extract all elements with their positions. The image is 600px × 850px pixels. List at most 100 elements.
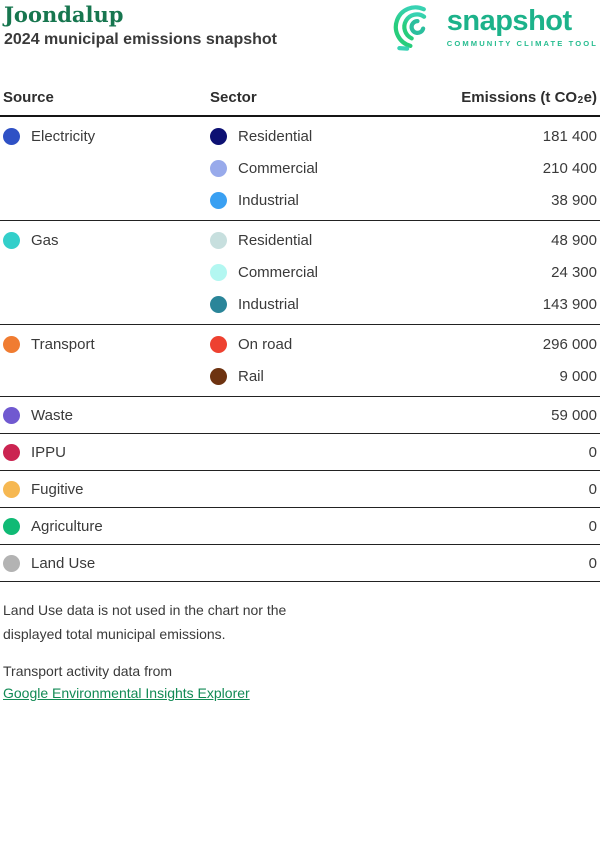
sector-label: Commercial xyxy=(238,264,319,281)
sector-label: Commercial xyxy=(238,160,319,177)
page-title: Joondalup xyxy=(4,2,124,27)
source-color-dot xyxy=(3,517,20,535)
sector-label: Industrial xyxy=(238,296,299,313)
source-cell: Gas xyxy=(0,232,210,249)
sector-label: Residential xyxy=(238,232,313,249)
column-header-emissions: Emissions (t CO 2 e) xyxy=(425,89,600,106)
source-color-dot xyxy=(3,443,20,461)
source-color-dot xyxy=(3,232,20,249)
sector-cell: Commercial xyxy=(210,160,425,177)
source-cell: IPPU xyxy=(0,443,210,461)
table-header-row: Source Sector Emissions (t CO 2 e) xyxy=(0,59,600,117)
source-color-dot xyxy=(3,406,20,424)
source-section: Transport On road 296 000 Rail 9 000 xyxy=(0,325,600,397)
sector-color-dot xyxy=(210,232,227,249)
table-row: Gas Residential 48 900 xyxy=(0,225,600,257)
table-row: Commercial 210 400 xyxy=(0,153,600,185)
sector-cell: On road xyxy=(210,336,425,353)
emissions-value: 0 xyxy=(588,554,597,572)
transport-data-credit: Transport activity data from xyxy=(3,663,173,679)
emissions-value: 59 000 xyxy=(551,406,597,424)
source-section: Land Use 0 xyxy=(0,545,600,582)
table-row: Waste 59 000 xyxy=(0,399,600,431)
table-row: Agriculture 0 xyxy=(0,510,600,542)
table-body: Electricity Residential 181 400 Commercial 2… xyxy=(0,117,600,582)
table-row: Rail 9 000 xyxy=(0,361,600,393)
emissions-value: 38 900 xyxy=(551,192,597,209)
table-row: Industrial 143 900 xyxy=(0,289,600,321)
source-cell: Agriculture xyxy=(0,517,210,535)
emissions-value: 0 xyxy=(588,517,597,535)
source-label: Fugitive xyxy=(31,480,84,498)
table-row: Fugitive 0 xyxy=(0,473,600,505)
emissions-header-subscript: 2 xyxy=(577,95,584,106)
sector-label: Residential xyxy=(238,128,313,145)
page-footer: Land Use data is not used in the chart n… xyxy=(0,598,600,704)
sector-color-dot xyxy=(210,160,227,177)
sector-color-dot xyxy=(210,368,227,385)
table-row: Transport On road 296 000 xyxy=(0,329,600,361)
emissions-value: 24 300 xyxy=(551,264,597,281)
emissions-value: 210 400 xyxy=(542,160,597,177)
source-label: Agriculture xyxy=(31,517,103,535)
source-section: Electricity Residential 181 400 Commercial 2… xyxy=(0,117,600,221)
sector-color-dot xyxy=(210,128,227,145)
table-row: Electricity Residential 181 400 xyxy=(0,121,600,153)
logo-tagline: COMMUNITY CLIMATE TOOL xyxy=(446,38,598,48)
source-cell: Land Use xyxy=(0,554,210,572)
source-color-dot xyxy=(3,128,20,145)
sector-color-dot xyxy=(210,264,227,281)
source-cell: Fugitive xyxy=(0,480,210,498)
sector-cell: Residential xyxy=(210,232,425,249)
source-cell: Waste xyxy=(0,406,210,424)
source-color-dot xyxy=(3,480,20,498)
source-label: Land Use xyxy=(31,554,96,572)
source-cell: Transport xyxy=(0,336,210,353)
source-cell: Electricity xyxy=(0,128,210,145)
source-section: IPPU 0 xyxy=(0,434,600,471)
sector-label: Rail xyxy=(238,368,264,385)
page-subtitle: 2024 municipal emissions snapshot xyxy=(4,31,277,48)
emissions-value: 181 400 xyxy=(542,128,597,145)
source-section: Gas Residential 48 900 Commercial 24 300 Indu… xyxy=(0,221,600,325)
emissions-header-suffix: e) xyxy=(583,89,597,106)
logo-text-block: snapshot COMMUNITY CLIMATE TOOL xyxy=(446,6,598,48)
emissions-value: 0 xyxy=(588,443,597,461)
emissions-value: 143 900 xyxy=(542,296,597,313)
snapshot-spiral-icon xyxy=(393,5,426,51)
source-color-dot xyxy=(3,336,20,353)
sector-cell: Commercial xyxy=(210,264,425,281)
emissions-value: 296 000 xyxy=(542,336,597,353)
column-header-sector: Sector xyxy=(210,89,257,106)
source-section: Agriculture 0 xyxy=(0,508,600,545)
google-eie-link[interactable]: Google Environmental Insights Explorer xyxy=(3,685,250,701)
emissions-value: 9 000 xyxy=(559,368,597,385)
column-header-source: Source xyxy=(3,89,54,106)
sector-label: On road xyxy=(238,336,293,353)
source-color-dot xyxy=(3,554,20,572)
sector-color-dot xyxy=(210,192,227,209)
table-row: Land Use 0 xyxy=(0,547,600,579)
source-label: IPPU xyxy=(31,443,67,461)
snapshot-logo: snapshot COMMUNITY CLIMATE TOOL xyxy=(392,1,598,53)
source-section: Waste 59 000 xyxy=(0,397,600,434)
source-label: Waste xyxy=(31,406,73,424)
source-label: Transport xyxy=(31,336,95,353)
page-header: Joondalup 2024 municipal emissions snaps… xyxy=(0,0,600,59)
emissions-header-prefix: Emissions (t CO xyxy=(461,89,578,106)
sector-color-dot xyxy=(210,296,227,313)
source-section: Fugitive 0 xyxy=(0,471,600,508)
source-label: Electricity xyxy=(31,128,96,145)
sector-label: Industrial xyxy=(238,192,299,209)
land-use-note: Land Use data is not used in the chart n… xyxy=(3,602,287,642)
emissions-value: 48 900 xyxy=(551,232,597,249)
source-label: Gas xyxy=(31,232,59,249)
table-row: IPPU 0 xyxy=(0,436,600,468)
sector-cell: Industrial xyxy=(210,296,425,313)
table-row: Industrial 38 900 xyxy=(0,185,600,217)
sector-cell: Industrial xyxy=(210,192,425,209)
emissions-value: 0 xyxy=(588,480,597,498)
sector-cell: Rail xyxy=(210,368,425,385)
sector-color-dot xyxy=(210,336,227,353)
